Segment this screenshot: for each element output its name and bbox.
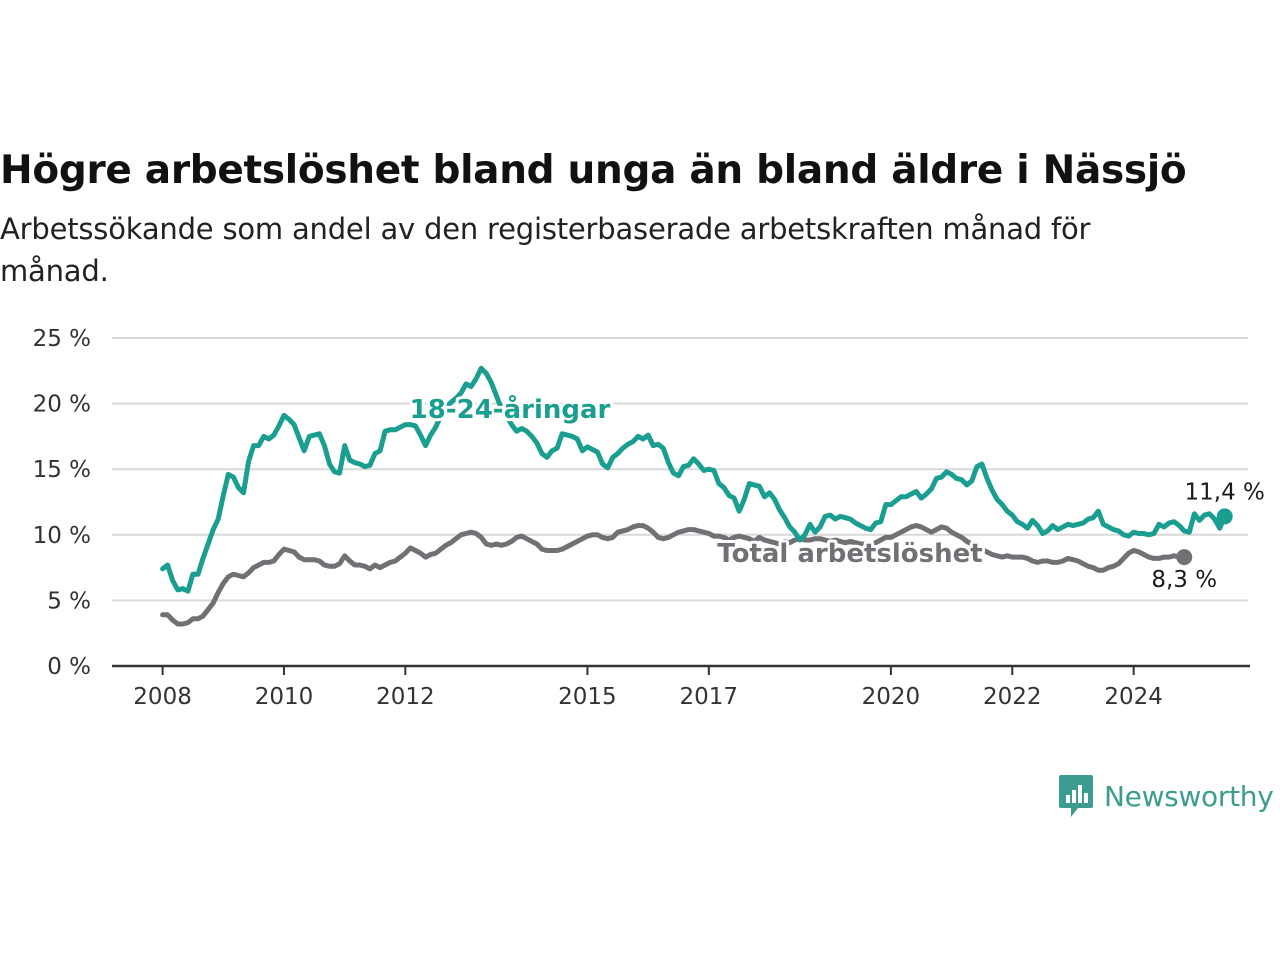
series-lines <box>160 365 1233 627</box>
line-chart: 0 %5 %10 %15 %20 %25 % 2008 2010 2012 2015 2… <box>32 326 1268 710</box>
gridlines <box>112 337 1248 602</box>
y-tick-label: 5 % <box>47 588 91 614</box>
series-line <box>160 365 1228 594</box>
series-labels: 18-24-åringar Total arbetslöshet 8,3 % 11,4… <box>407 390 1268 596</box>
x-tick-label: 2017 <box>680 684 739 710</box>
x-axis: 2008 2010 2012 2015 2017 2020 2022 2024 <box>112 664 1250 710</box>
y-tick-label: 10 % <box>33 523 91 549</box>
series-label-youth: 18-24-åringar <box>410 393 611 425</box>
x-tick-label: 2015 <box>558 684 617 710</box>
chart-title: Högre arbetslöshet bland unga än bland ä… <box>0 148 1187 193</box>
x-tick-label: 2008 <box>133 684 192 710</box>
y-axis-ticks: 0 % 5 % 10 % 15 % 20 % 25 % <box>33 326 91 680</box>
x-tick-label: 2010 <box>255 684 314 710</box>
x-tick-label: 2020 <box>862 684 921 710</box>
series-end-point <box>1216 508 1233 525</box>
end-value-youth: 11,4 % <box>1185 479 1265 505</box>
y-tick-label: 20 % <box>33 392 91 418</box>
brand-name: Newsworthy <box>1104 779 1274 813</box>
series-label-total: Total arbetslöshet <box>717 539 982 569</box>
x-tick-label: 2012 <box>376 684 435 710</box>
x-tick-label: 2022 <box>983 684 1042 710</box>
brand-logo: Newsworthy <box>1058 773 1274 819</box>
newsworthy-logo-icon <box>1059 775 1093 817</box>
series-line <box>160 523 1187 627</box>
x-tick-label: 2024 <box>1104 684 1163 710</box>
y-tick-label: 15 % <box>33 457 91 483</box>
end-value-total: 8,3 % <box>1151 567 1217 593</box>
series-end-point <box>1176 549 1193 566</box>
y-tick-label: 25 % <box>33 326 91 352</box>
y-tick-label: 0 % <box>47 654 91 680</box>
chart-subtitle: Arbetssökande som andel av den registerb… <box>0 212 1091 288</box>
